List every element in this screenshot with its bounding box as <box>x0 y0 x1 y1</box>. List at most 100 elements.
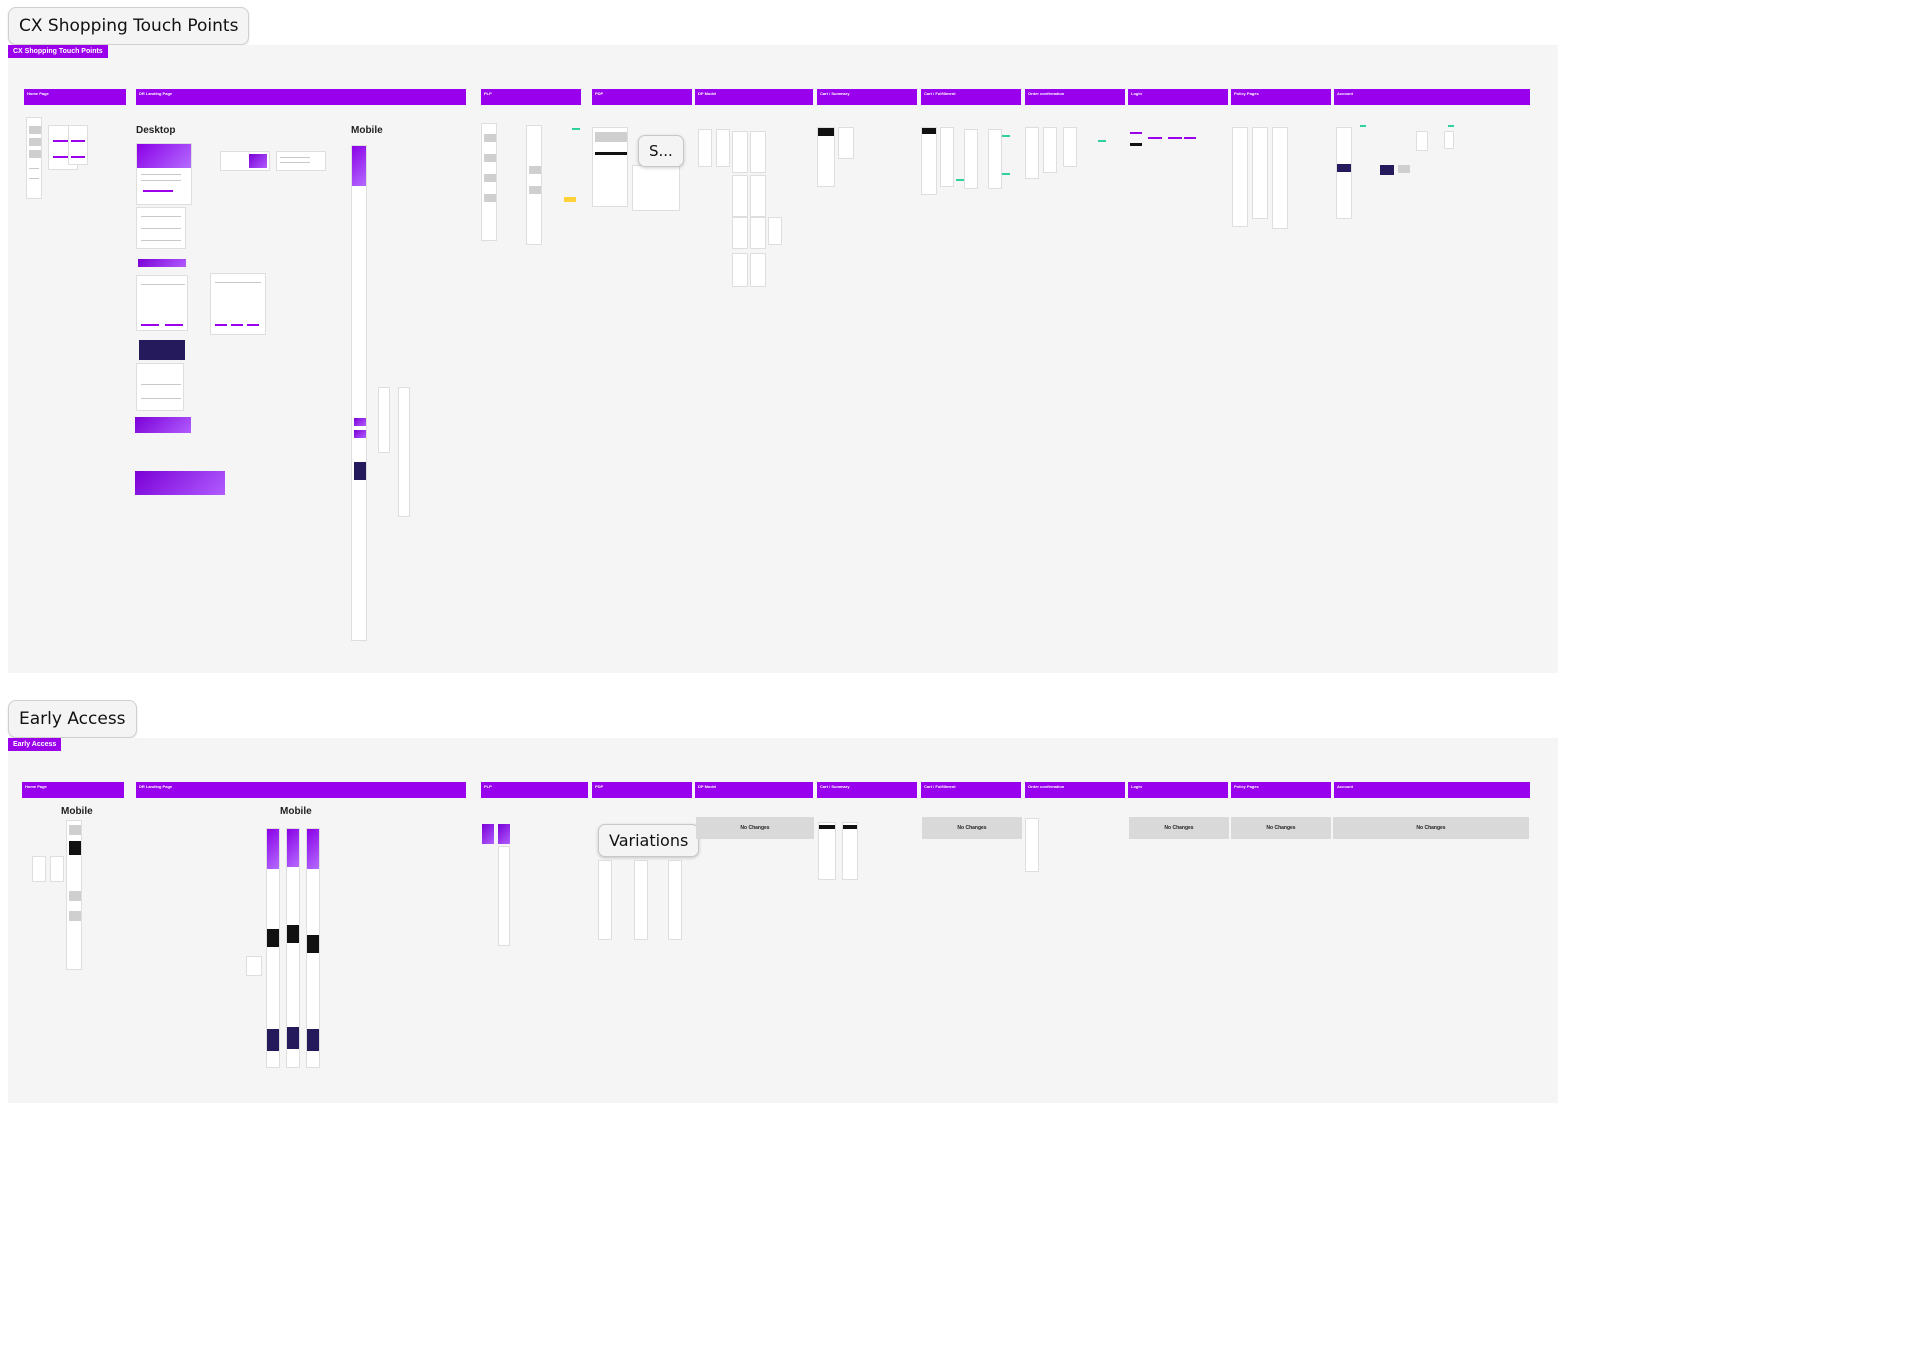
category-header-cart-fulfillment: Cart / Fulfillment <box>921 782 1021 798</box>
no-changes-policy-pages: No Changes <box>1231 817 1331 839</box>
login-button-preview <box>1148 137 1162 139</box>
account-variant-frame[interactable] <box>1444 131 1454 149</box>
dp-model-frame[interactable] <box>750 253 766 287</box>
category-header-cart-summary: Cart / Summary <box>817 782 917 798</box>
dr-landing-footer-strip <box>135 471 225 495</box>
section-title-cx-shopping[interactable]: CX Shopping Touch Points <box>8 7 250 45</box>
dp-model-frame[interactable] <box>716 129 730 167</box>
cart-fulfillment-annotation <box>1002 173 1010 175</box>
dp-model-frame[interactable] <box>698 129 712 167</box>
policy-page-frame[interactable] <box>1252 127 1268 219</box>
no-changes-dp-model: No Changes <box>696 817 814 839</box>
dp-model-frame[interactable] <box>768 217 782 245</box>
early-home-variant-frame[interactable] <box>32 856 46 882</box>
dr-landing-dark-banner <box>139 340 185 360</box>
dp-model-frame[interactable] <box>750 217 766 249</box>
early-home-variant-frame[interactable] <box>50 856 64 882</box>
no-changes-login: No Changes <box>1129 817 1229 839</box>
no-changes-account: No Changes <box>1333 817 1529 839</box>
category-header-order-confirmation: Order confirmation <box>1025 89 1125 105</box>
category-header-policy-pages: Policy Pages <box>1231 782 1331 798</box>
cart-fulfillment-variant-frame[interactable] <box>964 129 978 189</box>
board-cx-shopping[interactable]: CX Shopping Touch Points Home Page DR La… <box>8 45 1558 673</box>
order-confirmation-annotation <box>1098 140 1106 142</box>
cart-summary-frame[interactable] <box>817 127 835 187</box>
board-early-access[interactable]: Early Access Home Page DR Landing Page P… <box>8 738 1558 1103</box>
section-title-early-access[interactable]: Early Access <box>8 700 137 738</box>
no-changes-cart-fulfillment: No Changes <box>922 817 1022 839</box>
early-cart-summary-frame[interactable] <box>842 822 858 880</box>
plp-variant-frame[interactable] <box>526 125 542 245</box>
early-plp-frame[interactable] <box>498 846 510 946</box>
order-confirmation-variant-frame[interactable] <box>1063 127 1077 167</box>
early-landing-frame[interactable] <box>266 828 280 1068</box>
dr-landing-detail-frame[interactable] <box>136 363 184 411</box>
pdp-frame[interactable] <box>592 127 628 207</box>
cart-fulfillment-variant-frame[interactable] <box>988 129 1002 189</box>
category-header-pdp: PDP <box>592 89 692 105</box>
account-variant-frame[interactable] <box>1416 131 1428 151</box>
dr-landing-card-frame[interactable] <box>220 151 270 171</box>
account-gray-card <box>1398 165 1410 173</box>
label-desktop: Desktop <box>136 125 176 136</box>
early-pdp-frame[interactable] <box>598 860 612 940</box>
cart-fulfillment-frame[interactable] <box>921 127 937 195</box>
pdp-variant-frame[interactable] <box>632 165 680 211</box>
category-header-account: Account <box>1334 782 1530 798</box>
dr-landing-section-frame[interactable] <box>136 207 186 249</box>
dr-landing-pricing-alt-frame[interactable] <box>210 273 266 335</box>
account-frame[interactable] <box>1336 127 1352 219</box>
category-header-pdp: PDP <box>592 782 692 798</box>
category-header-home-page: Home Page <box>24 89 126 105</box>
order-confirmation-variant-frame[interactable] <box>1043 127 1057 173</box>
category-header-dp-model: DP Model <box>695 89 813 105</box>
category-header-order-confirmation: Order confirmation <box>1025 782 1125 798</box>
category-header-dr-landing-page: DR Landing Page <box>136 89 466 105</box>
cart-fulfillment-annotation <box>1002 135 1010 137</box>
plp-sticky-note[interactable] <box>564 197 576 202</box>
early-landing-frame[interactable] <box>306 828 320 1068</box>
policy-page-frame[interactable] <box>1272 127 1288 229</box>
category-header-home-page: Home Page <box>22 782 124 798</box>
login-button-preview <box>1184 137 1196 139</box>
login-dark-frame <box>1130 143 1142 146</box>
early-pdp-frame[interactable] <box>668 860 682 940</box>
home-page-variant-frame[interactable] <box>68 125 88 165</box>
early-home-frame[interactable] <box>66 820 82 970</box>
label-mobile-home: Mobile <box>61 806 93 817</box>
early-plp-card <box>482 824 494 844</box>
dp-model-frame[interactable] <box>732 175 748 217</box>
board-tag-early-access: Early Access <box>8 738 62 751</box>
dp-model-frame[interactable] <box>732 131 748 173</box>
pdp-overlay-card[interactable]: S... <box>638 135 684 167</box>
mobile-landing-variant-frame[interactable] <box>398 387 410 517</box>
dp-model-frame[interactable] <box>750 131 766 173</box>
pdp-variations-card[interactable]: Variations <box>598 824 700 857</box>
early-pdp-frame[interactable] <box>634 860 648 940</box>
label-mobile: Mobile <box>351 125 383 136</box>
cart-fulfillment-variant-frame[interactable] <box>940 127 954 187</box>
board-tag-cx-shopping: CX Shopping Touch Points <box>8 45 108 58</box>
login-button-preview <box>1168 137 1182 139</box>
plp-frame[interactable] <box>481 123 497 241</box>
mobile-landing-variant-frame[interactable] <box>378 387 390 453</box>
early-landing-side-frame[interactable] <box>246 956 262 976</box>
home-page-frame[interactable] <box>26 117 42 199</box>
dp-model-frame[interactable] <box>732 253 748 287</box>
mobile-landing-frame[interactable] <box>351 145 367 641</box>
early-order-confirmation-frame[interactable] <box>1025 818 1039 872</box>
dr-landing-pricing-frame[interactable] <box>136 275 188 331</box>
early-cart-summary-frame[interactable] <box>818 822 836 880</box>
category-header-cart-fulfillment: Cart / Fulfillment <box>921 89 1021 105</box>
dp-model-frame[interactable] <box>750 175 766 217</box>
cart-summary-variant-frame[interactable] <box>838 127 854 159</box>
cart-fulfillment-annotation <box>956 179 964 181</box>
dr-landing-desktop-frame[interactable] <box>136 143 192 205</box>
early-landing-frame[interactable] <box>286 828 300 1068</box>
dp-model-frame[interactable] <box>732 217 748 249</box>
label-mobile-landing: Mobile <box>280 806 312 817</box>
dr-landing-card-frame[interactable] <box>276 151 326 171</box>
policy-page-frame[interactable] <box>1232 127 1248 227</box>
order-confirmation-frame[interactable] <box>1025 127 1039 179</box>
category-header-plp: PLP <box>481 89 581 105</box>
